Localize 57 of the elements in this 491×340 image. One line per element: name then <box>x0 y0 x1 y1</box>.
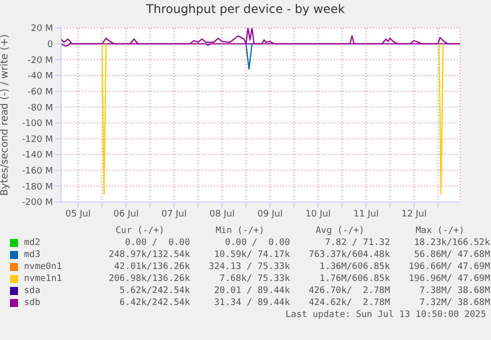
text: Avg (-/+) <box>314 225 366 237</box>
text: 7.82 / 71.32 <box>324 237 390 249</box>
text: 10.59k/ 74.17k <box>213 249 290 261</box>
y-tick-label: 0 <box>47 40 54 50</box>
text: 763.37k/604.48k <box>308 249 390 261</box>
text: Last update: Sun Jul 13 10:50:00 2025 <box>284 309 486 321</box>
y-tick-label: 20 M <box>30 24 53 34</box>
text: Max (-/+) <box>414 225 466 237</box>
x-tick-label: 05 Jul <box>65 209 91 220</box>
y-tick-label: -40 M <box>28 72 53 82</box>
text: 1.76M/606.85k <box>318 273 390 285</box>
text: 31.34 / 89.44k <box>213 297 290 309</box>
x-tick-label: 08 Jul <box>209 209 235 220</box>
x-tick-label: 11 Jul <box>353 209 379 220</box>
legend-label: sda <box>24 285 42 297</box>
legend-label: md3 <box>24 249 42 261</box>
x-tick-label: 06 Jul <box>113 209 139 220</box>
y-tick-label: -60 M <box>28 87 53 98</box>
text: Min (-/+) <box>214 225 266 237</box>
text: 426.70k/ 2.78M <box>308 285 390 297</box>
text: 196.66M/ 47.69M <box>408 261 490 273</box>
y-tick-label: -200 M <box>22 198 53 208</box>
text: 0.00 / 0.00 <box>224 237 290 249</box>
text: 196.96M/ 47.69M <box>408 273 490 285</box>
text: 1.36M/606.85k <box>318 261 390 273</box>
text: 248.97k/132.54k <box>108 249 190 261</box>
text: 0.00 / 0.00 <box>124 237 190 249</box>
y-tick-label: -120 M <box>22 134 53 145</box>
text: 7.32M/ 38.68M <box>418 297 490 309</box>
chart-title: Throughput per device - by week <box>145 2 346 16</box>
text: 5.62k/242.54k <box>118 285 190 297</box>
y-tick-label: -80 M <box>28 103 53 114</box>
text: 56.86M/ 47.68M <box>413 249 490 261</box>
text: 424.62k/ 2.78M <box>308 297 390 309</box>
x-tick-label: 09 Jul <box>257 209 283 220</box>
legend-label: nvme0n1 <box>24 261 63 273</box>
text: 206.98k/136.26k <box>108 273 190 285</box>
x-tick-label: 12 Jul <box>401 209 427 220</box>
text: 6.42k/242.54k <box>118 297 190 309</box>
text: 20.01 / 89.44k <box>213 285 290 297</box>
y-tick-label: -20 M <box>28 56 53 66</box>
y-tick-label: -100 M <box>22 119 53 130</box>
text: 7.38M/ 38.68M <box>418 285 490 297</box>
x-tick-label: 07 Jul <box>161 209 187 220</box>
y-axis-title: Bytes/second read (-) / write (+) <box>0 34 11 196</box>
y-tick-label: -160 M <box>22 166 53 177</box>
text: 42.01k/136.26k <box>113 261 190 273</box>
x-tick-label: 10 Jul <box>305 209 331 220</box>
legend-label: md2 <box>24 237 42 249</box>
y-tick-label: -180 M <box>22 182 53 192</box>
text: 324.13 / 75.33k <box>208 261 290 273</box>
legend-label: nvme1n1 <box>24 273 63 285</box>
text: 7.68k/ 75.33k <box>218 273 290 285</box>
y-tick-label: -140 M <box>22 150 53 161</box>
text: Cur (-/+) <box>114 225 166 237</box>
text: 18.23k/166.52k <box>413 237 490 249</box>
legend-label: sdb <box>24 297 42 309</box>
